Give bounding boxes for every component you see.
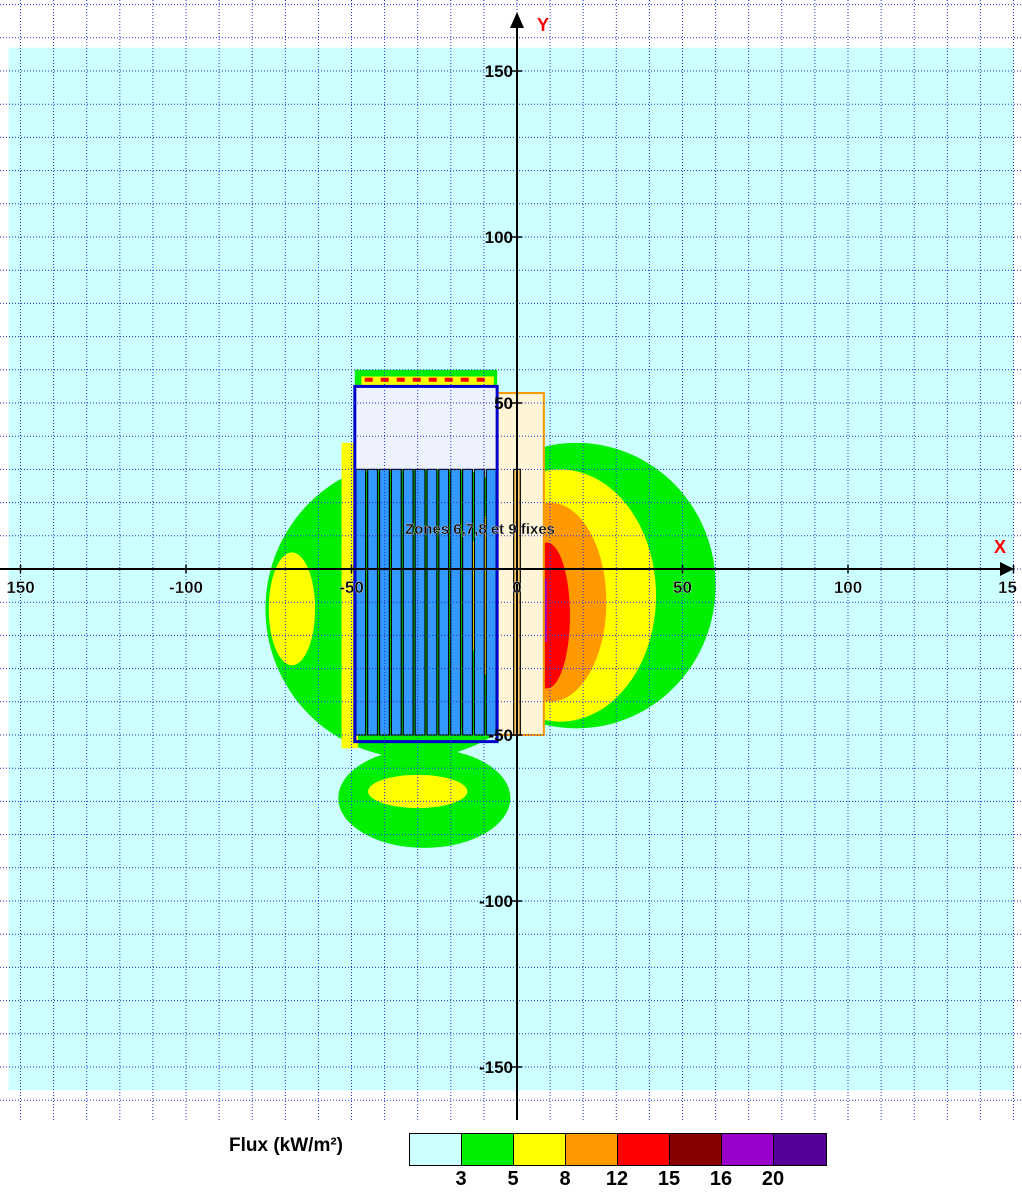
x-tick-label: 150 bbox=[6, 578, 34, 597]
legend-color-bar bbox=[409, 1133, 827, 1166]
storage-outline bbox=[353, 384, 499, 744]
legend-swatch-3 bbox=[514, 1134, 566, 1165]
legend-tick-label: 15 bbox=[657, 1168, 681, 1190]
y-tick-label: -100 bbox=[479, 892, 513, 911]
radiating-cell-12 bbox=[485, 468, 497, 736]
legend-tick-label: 12 bbox=[605, 1168, 629, 1190]
y-tick-label: -50 bbox=[488, 726, 513, 745]
legend-swatch-4 bbox=[566, 1134, 618, 1165]
y-tick-label: 100 bbox=[485, 228, 513, 247]
legend-title: Flux (kW/m²) bbox=[229, 1135, 343, 1156]
legend-tick-label: 5 bbox=[507, 1168, 519, 1190]
tick-labels: 150 -100 -50 0 50 100 15 150 100 50 -50 -100 -150 bbox=[6, 62, 1017, 1077]
radiating-cell-11 bbox=[473, 468, 485, 736]
grid bbox=[0, 0, 1022, 1120]
storage-upper-area bbox=[354, 386, 498, 470]
x-tick-label: -100 bbox=[169, 578, 203, 597]
flux-legend: Flux (kW/m²) bbox=[229, 1131, 849, 1166]
legend-swatch-2 bbox=[462, 1134, 514, 1165]
flux-zone-5-top bbox=[361, 376, 494, 387]
x-axis-arrow bbox=[1000, 562, 1014, 576]
y-axis-label: Y bbox=[537, 15, 549, 35]
x-axis-label: X bbox=[994, 537, 1006, 557]
x-tick-label: 0 bbox=[512, 578, 521, 597]
legend-swatch-5 bbox=[618, 1134, 670, 1165]
legend-tick-label: 16 bbox=[709, 1168, 733, 1190]
flux-zone-5-bottom bbox=[368, 774, 468, 809]
annotations: Zones 6,7,8 et 9 fixes X Y bbox=[405, 15, 1006, 557]
y-tick-label: 150 bbox=[485, 62, 513, 81]
legend-swatch-8 bbox=[774, 1134, 826, 1165]
x-tick-label: 15 bbox=[998, 578, 1017, 597]
y-tick-label: 50 bbox=[494, 394, 513, 413]
legend-tick-label: 8 bbox=[559, 1168, 571, 1190]
legend-swatch-1 bbox=[410, 1134, 462, 1165]
y-axis-arrow bbox=[510, 12, 524, 28]
annotation-zones-label: Zones 6,7,8 et 9 fixes bbox=[405, 521, 555, 538]
x-tick-label: 100 bbox=[834, 578, 862, 597]
x-tick-label: 50 bbox=[673, 578, 692, 597]
legend-tick-label: 3 bbox=[455, 1168, 467, 1190]
legend-tick-label: 20 bbox=[761, 1168, 785, 1190]
x-tick-label: -50 bbox=[339, 578, 364, 597]
flux-zone-5-left bbox=[268, 552, 316, 666]
legend-swatch-7 bbox=[722, 1134, 774, 1165]
legend-swatch-6 bbox=[670, 1134, 722, 1165]
radiating-cell-10 bbox=[461, 468, 474, 736]
y-tick-label: -150 bbox=[479, 1058, 513, 1077]
